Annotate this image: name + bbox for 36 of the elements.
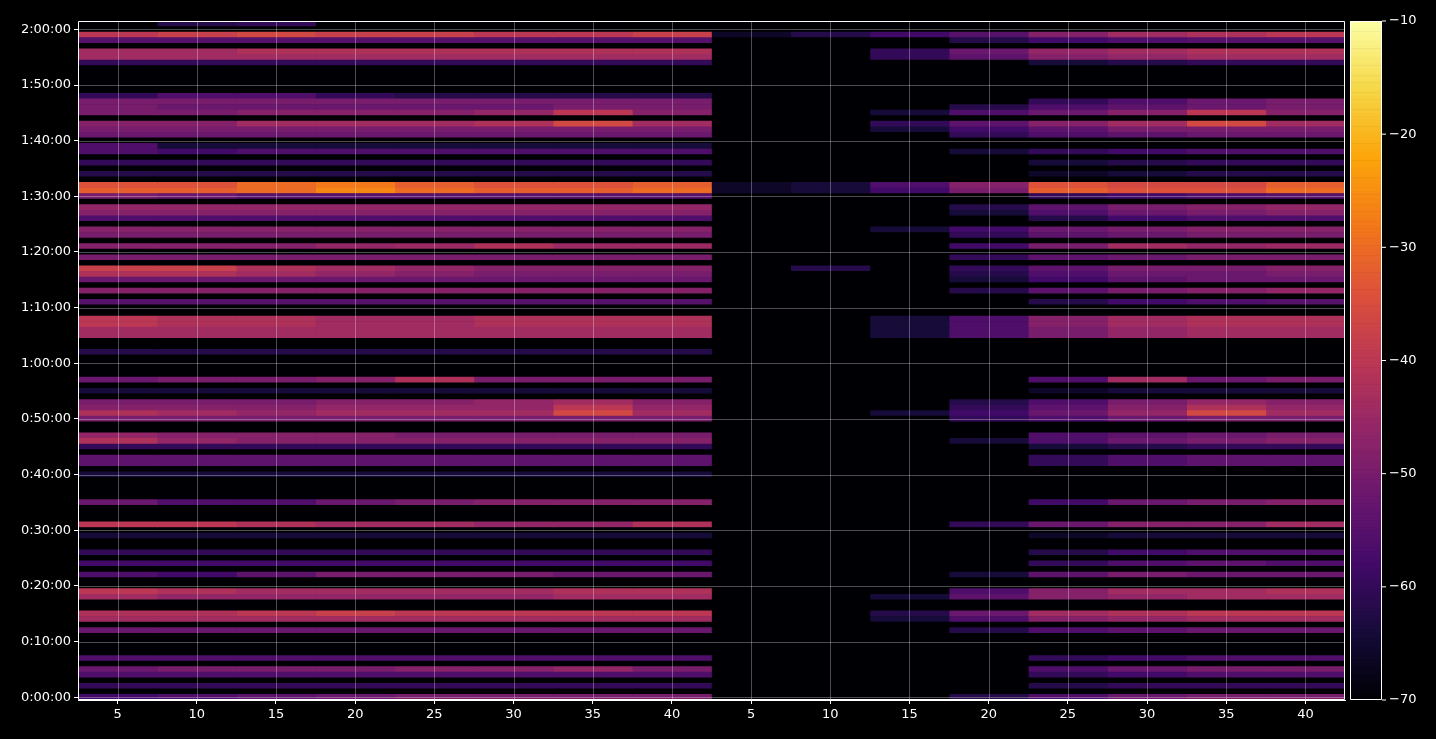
color-bar-label: −70 (1389, 691, 1417, 707)
x-tick-label: 5 (746, 706, 756, 722)
y-tick-label: 1:50:00 (20, 76, 71, 92)
color-bar-label: −40 (1389, 351, 1417, 367)
color-bar-label: −30 (1389, 238, 1417, 254)
color-bar-label: −60 (1389, 578, 1417, 594)
y-tick-label: 0:10:00 (20, 632, 71, 648)
x-tick-label: 30 (505, 706, 522, 722)
y-tick-label: 0:40:00 (20, 465, 71, 481)
y-tick-label: 1:40:00 (20, 132, 71, 148)
color-bar-label: −10 (1389, 12, 1417, 28)
x-tick-label: 40 (663, 706, 681, 722)
x-tick-label: 20 (346, 706, 364, 722)
y-tick-label: 1:20:00 (20, 243, 71, 259)
y-tick-label: 2:00:00 (20, 20, 71, 36)
color-bar-label: −20 (1389, 125, 1417, 141)
y-tick-label: 0:20:00 (20, 577, 71, 593)
x-tick-label: 35 (1217, 706, 1235, 722)
y-tick-label: 0:00:00 (20, 688, 71, 704)
x-tick-label: 30 (1138, 706, 1156, 722)
x-tick-label: 10 (188, 706, 206, 722)
y-tick-label: 0:30:00 (20, 521, 71, 537)
x-tick-label: 20 (980, 706, 997, 722)
x-tick-label: 15 (267, 706, 285, 722)
color-bar-label: −50 (1389, 465, 1417, 481)
y-tick-label: 1:30:00 (20, 187, 71, 203)
x-tick-label: 25 (1059, 706, 1077, 722)
x-tick-label: 15 (901, 706, 918, 722)
x-tick-label: 35 (584, 706, 601, 722)
x-tick-label: 5 (113, 706, 122, 722)
x-tick-label: 25 (426, 706, 443, 722)
y-tick-label: 1:10:00 (20, 299, 71, 314)
x-tick-label: 40 (1297, 706, 1314, 722)
y-tick-label: 1:00:00 (20, 354, 71, 370)
x-tick-label: 10 (822, 706, 839, 722)
y-tick-label: 0:50:00 (20, 410, 71, 426)
